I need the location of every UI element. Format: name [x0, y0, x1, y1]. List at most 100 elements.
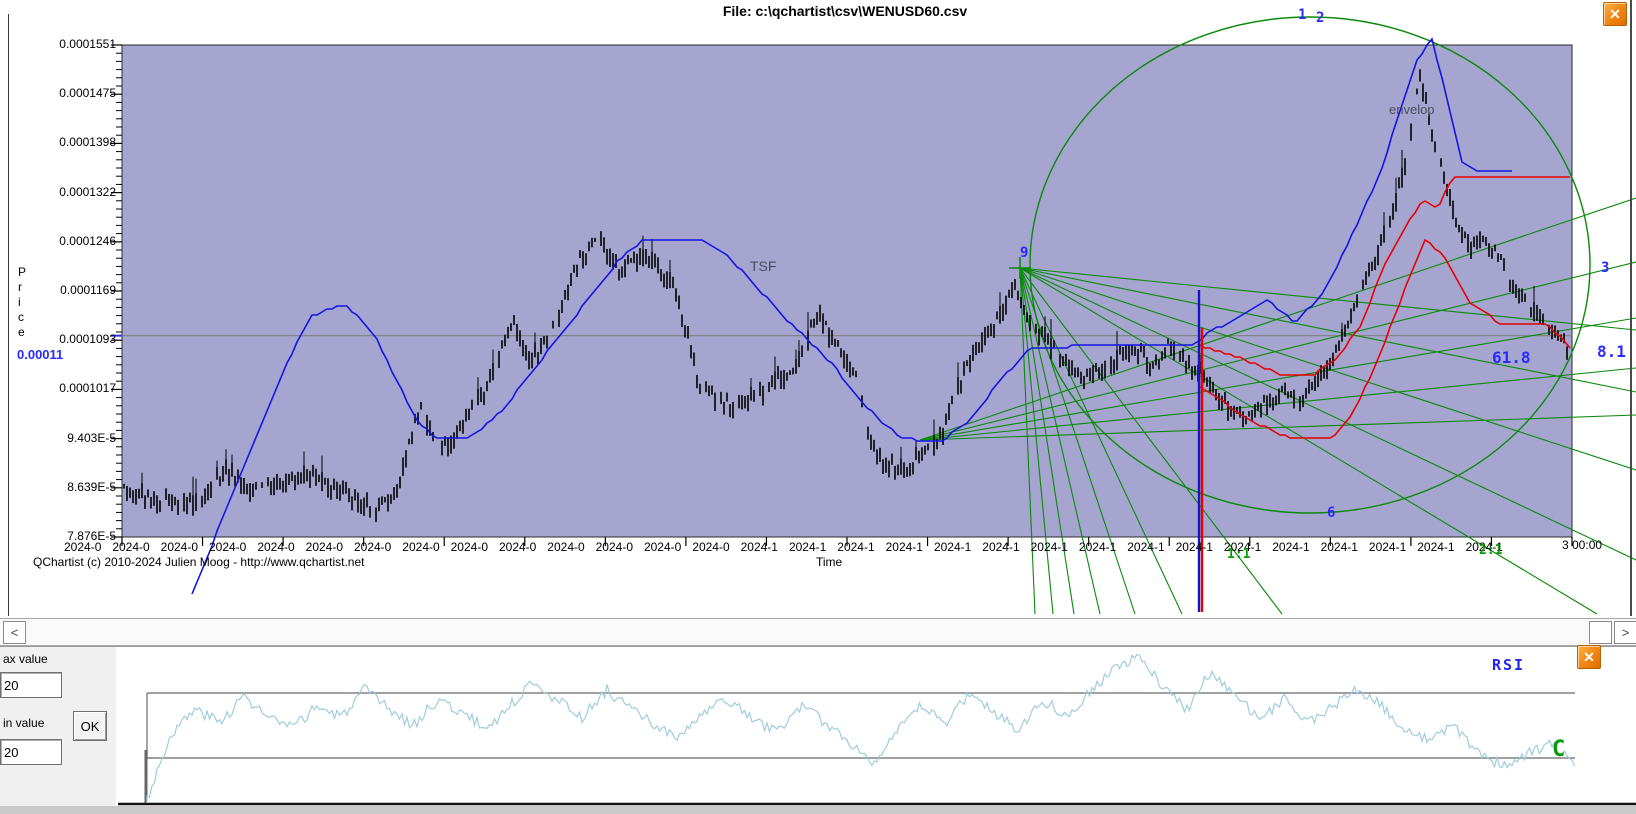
scrollbar-thumb[interactable] — [1589, 621, 1612, 644]
y-axis-label: 0.0001093 — [59, 332, 116, 347]
scroll-left-button[interactable]: < — [3, 621, 26, 644]
x-axis-label: 2024-0 — [643, 540, 682, 554]
gann-fan-b-ray — [919, 367, 1636, 441]
close-window-button[interactable]: ✕ — [1603, 2, 1627, 26]
y-axis-label: 9.403E-5 — [67, 430, 116, 445]
x-axis-label: 2024-0 — [595, 540, 633, 554]
copyright-text: QChartist (c) 2010-2024 Julien Moog - ht… — [33, 555, 365, 569]
gann-fan-a-ray — [1019, 267, 1636, 393]
x-axis-label: 2024-1 — [1175, 540, 1213, 554]
y-axis-label: 0.0001475 — [59, 86, 116, 101]
min-value-label: in value — [3, 716, 45, 730]
y-axis-label: 7.876E-5 — [67, 529, 116, 543]
y-axis-title-letter: P — [18, 265, 27, 279]
scroll-right-button[interactable]: > — [1614, 621, 1636, 644]
x-axis-label: 2024-0 — [160, 540, 199, 554]
x-axis-label: 2024-0 — [692, 540, 730, 554]
gann-fan-b-ray — [919, 317, 1636, 441]
y-axis-label: 8.639E-5 — [67, 479, 116, 494]
x-axis-label: 2024-1 — [1223, 540, 1262, 554]
annotation-gann-label-1: 1 — [1298, 7, 1307, 23]
max-value-label: ax value — [3, 652, 48, 666]
annotation-fib-level-8-1: 8.1 — [1597, 342, 1626, 361]
gann-fan-b-ray — [919, 197, 1636, 441]
max-value-input[interactable] — [0, 672, 62, 698]
horizontal-scrollbar[interactable]: < > — [0, 618, 1636, 646]
window-frame-left — [8, 14, 9, 616]
close-rsi-button[interactable]: ✕ — [1577, 645, 1601, 669]
window-frame-right — [1630, 0, 1632, 616]
rsi-indicator-label: RSI — [1492, 656, 1526, 674]
gann-fan-a-ray — [1019, 267, 1136, 615]
x-axis-label: 2024-1 — [933, 540, 972, 554]
gann-circle — [1029, 16, 1591, 514]
x-axis-label: 2024-1 — [982, 540, 1020, 554]
gann-fan-a-ray — [1019, 267, 1075, 615]
y-axis-label: 0.0001322 — [59, 184, 116, 199]
x-axis-label: 2024-1 — [1030, 540, 1068, 554]
x-axis-label: 2024-0 — [498, 540, 537, 554]
x-axis-label: 2024-0 — [64, 540, 102, 554]
y-axis-label: 0.0001551 — [59, 37, 116, 51]
gann-fan-a-ray — [1019, 267, 1283, 615]
y-axis-title-letter: c — [18, 310, 24, 324]
gann-fan-b-ray — [919, 414, 1636, 441]
current-price-label: 0.00011 — [17, 347, 64, 362]
panel-divider — [0, 646, 1636, 647]
rsi-end-circle-marker: C — [1552, 737, 1566, 762]
gann-fan-a-ray — [1019, 267, 1636, 561]
annotation-gann-ratio-1-1: 1:1 — [1227, 547, 1251, 562]
x-axis-label: 2024-1 — [885, 540, 923, 554]
annotation-gann-label-9: 9 — [1020, 245, 1029, 261]
x-axis-title: Time — [816, 555, 843, 569]
x-axis-label: 2024-0 — [353, 540, 392, 554]
y-axis-label: 0.0001398 — [59, 135, 116, 150]
x-axis-label: 2024-0 — [402, 540, 440, 554]
bottom-strip — [0, 806, 1636, 814]
annotation-fib-level-61-8: 61.8 — [1492, 348, 1531, 367]
x-axis-label: 2024-1 — [788, 540, 827, 554]
y-axis-label: 0.0001017 — [59, 381, 116, 396]
y-axis-title-letter: i — [18, 295, 21, 309]
x-axis-label-last: 3 00:00 — [1562, 538, 1603, 552]
gann-fan-a-ray — [1019, 267, 1054, 615]
annotation-tsf-label: TSF — [750, 258, 777, 274]
x-axis-label: 2024-0 — [450, 540, 488, 554]
x-axis-label: 2024-1 — [1320, 540, 1358, 554]
y-axis-title-letter: e — [18, 325, 25, 339]
series-envelope-lower — [1199, 238, 1571, 439]
gann-fan-a-ray — [1019, 267, 1036, 615]
x-axis-label: 2024-1 — [740, 540, 778, 554]
annotation-gann-label-6: 6 — [1327, 505, 1336, 521]
min-value-input[interactable] — [0, 739, 62, 765]
x-axis-label: 2024-1 — [1272, 540, 1310, 554]
annotation-gann-label-2: 2 — [1316, 10, 1325, 26]
x-axis-label: 2024-0 — [257, 540, 295, 554]
y-axis-label: 0.0001169 — [60, 283, 116, 297]
x-axis-label: 2024-1 — [1417, 540, 1455, 554]
rsi-line — [146, 653, 1576, 803]
x-axis-label: 2024-0 — [547, 540, 585, 554]
x-axis-label: 2024-0 — [112, 540, 150, 554]
gann-fan-a-ray — [1019, 267, 1183, 615]
annotation-envelope-label: envelop — [1389, 102, 1435, 117]
gann-fan-a-ray — [1019, 267, 1636, 471]
y-axis-title-letter: r — [18, 280, 22, 294]
series-TSF — [191, 37, 1512, 595]
gann-fan-a-ray — [1019, 267, 1101, 615]
x-axis-label: 2024-1 — [1127, 540, 1165, 554]
x-axis-label: 2024-0 — [208, 540, 247, 554]
x-axis-label: 2024-1 — [837, 540, 875, 554]
x-axis-label: 2024-0 — [305, 540, 344, 554]
annotation-gann-ratio-2-1: 2:1 — [1479, 543, 1503, 558]
x-axis-label: 2024-1 — [1368, 540, 1407, 554]
plot-area — [121, 44, 1573, 538]
y-axis-label: 0.0001246 — [59, 233, 116, 248]
series-envelope-upper — [1199, 176, 1570, 376]
x-axis-label: 2024-1 — [1078, 540, 1117, 554]
x-axis-label: 2024-1 — [1465, 540, 1503, 554]
gann-fan-a-ray — [1019, 267, 1598, 615]
annotation-gann-label-3: 3 — [1601, 260, 1610, 276]
ok-button[interactable]: OK — [73, 711, 107, 741]
